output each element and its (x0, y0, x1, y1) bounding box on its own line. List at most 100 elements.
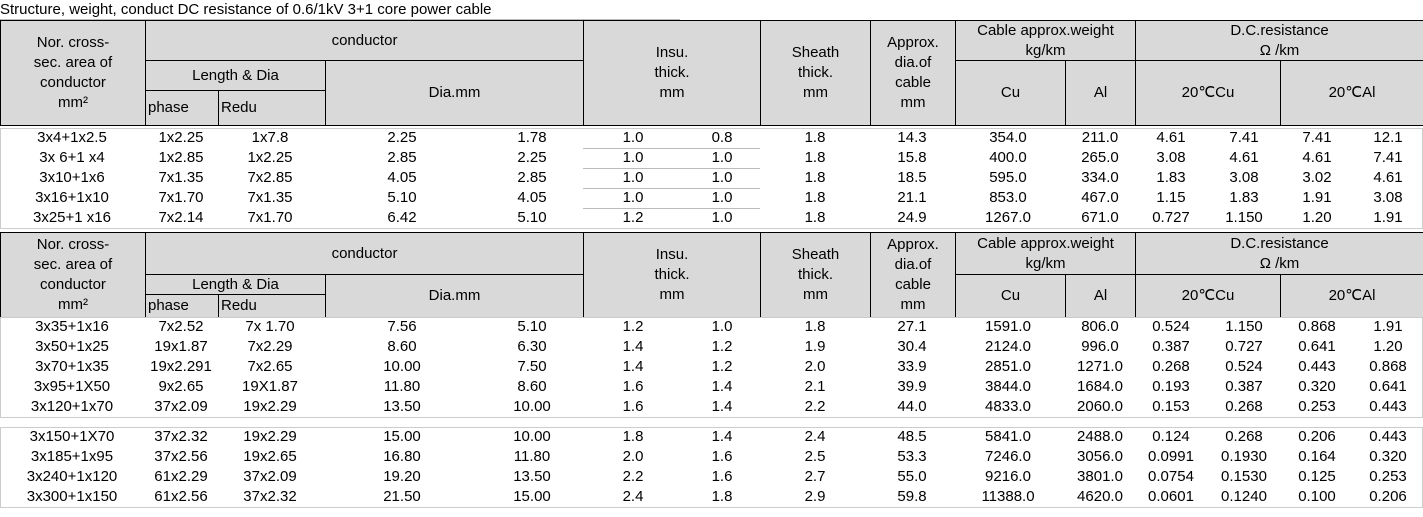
data-cell: 3x4+1x2.5 (37, 129, 107, 146)
header-cell: Dia.mm (325, 274, 584, 318)
data-cell: 4620.0 (1077, 488, 1123, 505)
data-cell: 2.85 (517, 169, 547, 186)
data-cell: 1.8 (804, 149, 826, 166)
data-cell: 3.02 (1302, 169, 1332, 186)
data-cell: 7.50 (517, 358, 547, 375)
data-cell: 2.25 (387, 129, 417, 146)
data-cell: 7x1.35 (158, 169, 204, 186)
data-cell: 1.83 (1156, 169, 1186, 186)
data-cell: 37x2.09 (243, 468, 297, 485)
data-cell: 37x2.56 (154, 448, 208, 465)
data-cell: 1.0 (622, 129, 644, 146)
data-cell: 0.524 (1152, 318, 1190, 335)
data-cell: 2.9 (804, 488, 826, 505)
data-cell: 7246.0 (985, 448, 1031, 465)
data-cell: 0.125 (1298, 468, 1336, 485)
data-cell: 4.61 (1373, 169, 1403, 186)
data-cell: 3801.0 (1077, 468, 1123, 485)
data-cell: 2.85 (387, 149, 417, 166)
data-cell: 37x2.32 (154, 428, 208, 445)
data-cell: 7x2.29 (247, 338, 293, 355)
data-cell: 354.0 (989, 129, 1027, 146)
data-cell: 1.150 (1225, 209, 1263, 226)
header-cell: Nor. cross- sec. area of conductor mm² (0, 232, 146, 318)
data-cell: 15.00 (383, 428, 421, 445)
data-cell: 1.8 (804, 129, 826, 146)
data-cell: 19x2.291 (150, 358, 212, 375)
data-cell: 6.42 (387, 209, 417, 226)
data-cell: 0.268 (1225, 428, 1263, 445)
data-cell: 1x2.25 (158, 129, 204, 146)
data-cell: 4.61 (1156, 129, 1186, 146)
data-cell: 5.10 (387, 189, 417, 206)
data-cell: 14.3 (897, 129, 927, 146)
data-cell: 19.20 (383, 468, 421, 485)
data-cell: 1.8 (804, 189, 826, 206)
header-cell: conductor (145, 20, 584, 61)
data-cell: 1.6 (711, 468, 733, 485)
data-cell: 1.20 (1373, 338, 1403, 355)
data-cell: 1.8 (804, 318, 826, 335)
data-cell: 8.60 (517, 378, 547, 395)
header-cell: 20℃Cu (1135, 274, 1281, 318)
data-cell: 61x2.56 (154, 488, 208, 505)
data-cell: 0.1930 (1221, 448, 1267, 465)
data-cell: 2.25 (517, 149, 547, 166)
data-cell: 0.387 (1225, 378, 1263, 395)
data-cell: 4.61 (1229, 149, 1259, 166)
data-cell: 7.41 (1229, 129, 1259, 146)
data-cell: 1.91 (1373, 209, 1403, 226)
header-cell: phase (145, 294, 219, 318)
data-cell: 0.727 (1152, 209, 1190, 226)
data-cell: 7x2.85 (247, 169, 293, 186)
data-cell: 2.0 (622, 448, 644, 465)
data-cell: 0.0754 (1148, 468, 1194, 485)
data-cell: 5841.0 (985, 428, 1031, 445)
data-cell: 0.524 (1225, 358, 1263, 375)
data-cell: 806.0 (1081, 318, 1119, 335)
data-cell: 595.0 (989, 169, 1027, 186)
header-cell: Redu (218, 294, 326, 318)
data-cell: 9216.0 (985, 468, 1031, 485)
data-cell: 24.9 (897, 209, 927, 226)
data-cell: 7x1.70 (158, 189, 204, 206)
header-cell: Nor. cross- sec. area of conductor mm² (0, 20, 146, 126)
data-cell: 1.4 (622, 358, 644, 375)
data-cell: 19X1.87 (242, 378, 298, 395)
data-cell: 1.78 (517, 129, 547, 146)
data-cell: 3844.0 (985, 378, 1031, 395)
header-cell: 20℃Al (1280, 60, 1423, 126)
data-cell: 0.641 (1298, 338, 1336, 355)
data-cell: 3x240+1x120 (26, 468, 118, 485)
data-cell: 996.0 (1081, 338, 1119, 355)
header-cell: Redu (218, 90, 326, 126)
data-cell: 4.05 (387, 169, 417, 186)
data-cell: 0.153 (1152, 398, 1190, 415)
data-cell: 15.00 (513, 488, 551, 505)
data-cell: 1.8 (804, 169, 826, 186)
data-cell: 400.0 (989, 149, 1027, 166)
data-cell: 7x 1.70 (245, 318, 295, 335)
data-cell: 0.727 (1225, 338, 1263, 355)
data-cell: 0.268 (1225, 398, 1263, 415)
data-cell: 5.10 (517, 209, 547, 226)
data-cell: 0.868 (1298, 318, 1336, 335)
data-cell: 1x2.85 (158, 149, 204, 166)
data-cell: 10.00 (513, 398, 551, 415)
data-cell: 0.320 (1369, 448, 1407, 465)
data-cell: 467.0 (1081, 189, 1119, 206)
data-cell: 3x50+1x25 (35, 338, 109, 355)
data-cell: 15.8 (897, 149, 927, 166)
data-cell: 0.868 (1369, 358, 1407, 375)
data-cell: 1.91 (1302, 189, 1332, 206)
data-cell: 1.0 (711, 318, 733, 335)
data-cell: 2060.0 (1077, 398, 1123, 415)
data-cell: 3.08 (1156, 149, 1186, 166)
data-cell: 1x7.8 (251, 129, 289, 146)
data-cell: 3.08 (1373, 189, 1403, 206)
header-cell: Length & Dia (145, 274, 326, 295)
header-cell: conductor (145, 232, 584, 275)
data-cell: 19x2.29 (243, 398, 297, 415)
data-cell: 853.0 (989, 189, 1027, 206)
data-cell: 1.4 (622, 338, 644, 355)
